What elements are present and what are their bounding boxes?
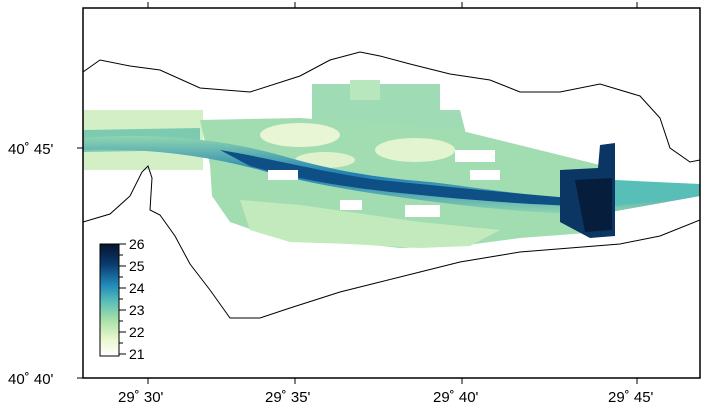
x-tick-label: 29˚ 45' [608, 389, 654, 406]
coastline [83, 51, 700, 319]
x-tick-label: 29˚ 35' [265, 389, 311, 406]
colorbar-gradient [99, 243, 120, 357]
bathymetry-swath [83, 80, 700, 248]
y-tick-label: 40˚ 45' [8, 141, 54, 158]
map-frame [82, 7, 701, 379]
colorbar-label: 21 [129, 346, 145, 362]
frame-ticks [77, 2, 638, 384]
y-tick-label: 40˚ 40' [8, 371, 54, 388]
colorbar-label: 25 [129, 258, 145, 274]
colorbar-label: 24 [129, 280, 145, 296]
x-tick-label: 29˚ 40' [433, 389, 479, 406]
colorbar-label: 26 [129, 236, 145, 252]
x-tick-label: 29˚ 30' [118, 389, 164, 406]
colorbar: 26 25 24 23 22 21 [99, 236, 145, 362]
colorbar-label: 22 [129, 324, 145, 340]
colorbar-label: 23 [129, 302, 145, 318]
